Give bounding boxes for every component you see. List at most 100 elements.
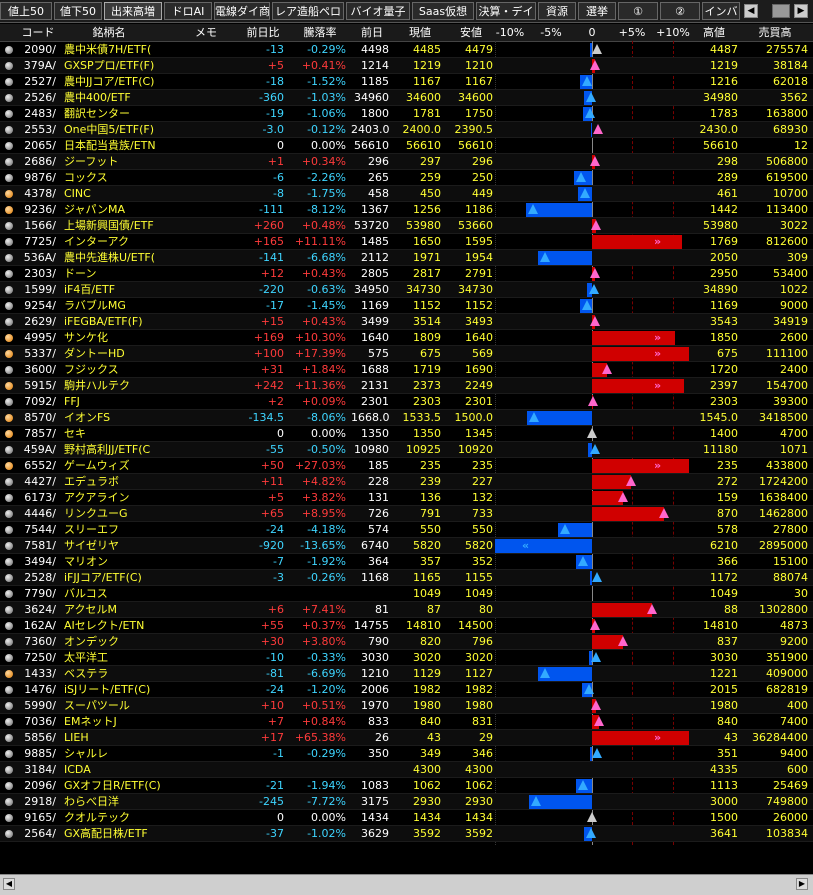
status-dot-icon[interactable] [5, 510, 13, 518]
tab-scroll-right-icon[interactable]: ▶ [794, 4, 808, 18]
table-row[interactable]: 9885/シャルレ -1 -0.29% 350 349 346 351 9400 [0, 746, 813, 762]
header-memo[interactable]: メモ [195, 26, 217, 39]
table-row[interactable]: 3184/ICDA 4300 4300 4335 600 [0, 762, 813, 778]
table-row[interactable]: 2553/One中国5/ETF(F) -3.0 -0.12% 2403.0 2400.0… [0, 122, 813, 138]
header-change[interactable]: 前日比 [246, 26, 280, 39]
table-row[interactable]: 7250/太平洋工 -10 -0.33% 3030 3020 3020 3030 351900 [0, 650, 813, 666]
table-row[interactable]: 9254/ラバブルMG -17 -1.45% 1169 1152 1152 1169 9000 [0, 298, 813, 314]
status-dot-icon[interactable] [5, 302, 13, 310]
table-row[interactable]: 4995/サンケ化 +169 +10.30% 1640 1809 1640 1850 2600… [0, 330, 813, 346]
tab-6[interactable]: バイオ量子 [346, 2, 410, 20]
tab-5[interactable]: レア造船ペロ [272, 2, 344, 20]
status-dot-icon[interactable] [5, 542, 13, 550]
table-row[interactable]: 459A/野村高利JJ/ETF(C -55 -0.50% 10980 10925 1092… [0, 442, 813, 458]
status-dot-icon[interactable] [5, 638, 13, 646]
header-low[interactable]: 安値 [460, 26, 482, 39]
table-row[interactable]: 2686/ジーフット +1 +0.34% 296 297 296 298 506800 [0, 154, 813, 170]
status-dot-icon[interactable] [5, 270, 13, 278]
status-dot-icon[interactable] [5, 46, 13, 54]
status-dot-icon[interactable] [5, 94, 13, 102]
status-dot-icon[interactable] [5, 366, 13, 374]
status-dot-icon[interactable] [5, 142, 13, 150]
table-row[interactable]: 2090/農中米債7H/ETF(-13 -0.29% 4498 4485 4479 448… [0, 42, 813, 58]
table-row[interactable]: 7725/インターアク +165 +11.11% 1485 1650 1595 1769 81… [0, 234, 813, 250]
table-row[interactable]: 2629/iFEGBA/ETF(F) +15 +0.43% 3499 3514 3493 3… [0, 314, 813, 330]
status-dot-icon[interactable] [5, 158, 13, 166]
table-row[interactable]: 379A/GXSPプロ/ETF(F) +5 +0.41% 1214 1219 1210 12… [0, 58, 813, 74]
status-dot-icon[interactable] [5, 766, 13, 774]
tab-scroll-left-icon[interactable]: ◀ [744, 4, 758, 18]
status-dot-icon[interactable] [5, 734, 13, 742]
status-dot-icon[interactable] [5, 222, 13, 230]
table-row[interactable]: 7544/スリーエフ -24 -4.18% 574 550 550 578 27800 [0, 522, 813, 538]
header-code[interactable]: コード [21, 26, 55, 39]
status-dot-icon[interactable] [5, 110, 13, 118]
status-dot-icon[interactable] [5, 126, 13, 134]
header-volume[interactable]: 売買高 [758, 26, 792, 39]
table-row[interactable]: 5990/スーパツール +10 +0.51% 1970 1980 1980 1980 400 [0, 698, 813, 714]
table-row[interactable]: 8570/イオンFS -134.5 -8.06% 1668.0 1533.5 1500.0… [0, 410, 813, 426]
status-dot-icon[interactable] [5, 814, 13, 822]
status-dot-icon[interactable] [5, 558, 13, 566]
tab-scroll-thumb[interactable] [772, 4, 790, 18]
status-dot-icon[interactable] [5, 350, 13, 358]
status-dot-icon[interactable] [5, 622, 13, 630]
status-dot-icon[interactable] [5, 606, 13, 614]
status-dot-icon[interactable] [5, 526, 13, 534]
table-row[interactable]: 7857/セキ 0 0.00% 1350 1350 1345 1400 4700 [0, 426, 813, 442]
tab-7[interactable]: Saas仮想 [412, 2, 474, 20]
table-row[interactable]: 4378/CINC -8 -1.75% 458 450 449 461 10700 [0, 186, 813, 202]
tab-3[interactable]: ドロAI [164, 2, 212, 20]
tab-11[interactable]: ① [618, 2, 658, 20]
status-dot-icon[interactable] [5, 238, 13, 246]
table-row[interactable]: 2528/iFJJコア/ETF(C) -3 -0.26% 1168 1165 1155 11… [0, 570, 813, 586]
table-row[interactable]: 7092/FFJ +2 +0.09% 2301 2303 2301 2303 39300 [0, 394, 813, 410]
table-row[interactable]: 2096/GXオフ日R/ETF(C) -21 -1.94% 1083 1062 1062 1… [0, 778, 813, 794]
status-dot-icon[interactable] [5, 62, 13, 70]
tab-10[interactable]: 選挙 [578, 2, 616, 20]
status-dot-icon[interactable] [5, 254, 13, 262]
table-row[interactable]: 3494/マリオン -7 -1.92% 364 357 352 366 15100 [0, 554, 813, 570]
table-row[interactable]: 536A/農中先進株U/ETF(-141 -6.68% 2112 1971 1954 20… [0, 250, 813, 266]
header-prev-close[interactable]: 前日 [361, 26, 383, 39]
status-dot-icon[interactable] [5, 174, 13, 182]
header-high[interactable]: 高値 [703, 26, 725, 39]
status-dot-icon[interactable] [5, 190, 13, 198]
status-dot-icon[interactable] [5, 430, 13, 438]
table-row[interactable]: 1476/iSJリート/ETF(C) -24 -1.20% 2006 1982 1982 2… [0, 682, 813, 698]
table-row[interactable]: 2564/GX高配日株/ETF -37 -1.02% 3629 3592 3592 3641… [0, 826, 813, 842]
scroll-left-icon[interactable]: ◀ [3, 878, 15, 890]
table-row[interactable]: 3624/アクセルM +6 +7.41% 81 87 80 88 1302800 [0, 602, 813, 618]
table-row[interactable]: 4427/エデュラボ +11 +4.82% 228 239 227 272 1724200 [0, 474, 813, 490]
tab-12[interactable]: ② [660, 2, 700, 20]
status-dot-icon[interactable] [5, 494, 13, 502]
status-dot-icon[interactable] [5, 478, 13, 486]
table-row[interactable]: 7581/サイゼリヤ -920 -13.65% 6740 5820 5820 6210 289… [0, 538, 813, 554]
status-dot-icon[interactable] [5, 398, 13, 406]
table-row[interactable]: 5856/LIEH +17 +65.38% 26 43 29 43 36284400 » [0, 730, 813, 746]
tab-8[interactable]: 決算・デイ [476, 2, 536, 20]
table-row[interactable]: 6552/ゲームウィズ +50 +27.03% 185 235 235 235 433800 » [0, 458, 813, 474]
table-row[interactable]: 2526/農中400/ETF -360 -1.03% 34960 34600 34600 3… [0, 90, 813, 106]
header-name[interactable]: 銘柄名 [92, 26, 126, 39]
status-dot-icon[interactable] [5, 414, 13, 422]
table-row[interactable]: 2918/わらべ日洋 -245 -7.72% 3175 2930 2930 3000 7498… [0, 794, 813, 810]
header-current[interactable]: 現値 [409, 26, 431, 39]
status-dot-icon[interactable] [5, 830, 13, 838]
status-dot-icon[interactable] [5, 654, 13, 662]
status-dot-icon[interactable] [5, 78, 13, 86]
table-row[interactable]: 2303/ドーン +12 +0.43% 2805 2817 2791 2950 53400 [0, 266, 813, 282]
tab-2[interactable]: 出来高増 [104, 2, 162, 20]
status-dot-icon[interactable] [5, 382, 13, 390]
header-percent[interactable]: 騰落率 [303, 26, 337, 39]
status-dot-icon[interactable] [5, 670, 13, 678]
table-row[interactable]: 7036/EMネットJ +7 +0.84% 833 840 831 840 7400 [0, 714, 813, 730]
status-dot-icon[interactable] [5, 750, 13, 758]
tab-9[interactable]: 資源 [538, 2, 576, 20]
status-dot-icon[interactable] [5, 446, 13, 454]
table-row[interactable]: 9236/ジャパンMA -111 -8.12% 1367 1256 1186 1442 113… [0, 202, 813, 218]
status-dot-icon[interactable] [5, 574, 13, 582]
table-row[interactable]: 1599/iF4百/ETF -220 -0.63% 34950 34730 34730 34… [0, 282, 813, 298]
status-dot-icon[interactable] [5, 686, 13, 694]
tab-1[interactable]: 値下50 [54, 2, 102, 20]
